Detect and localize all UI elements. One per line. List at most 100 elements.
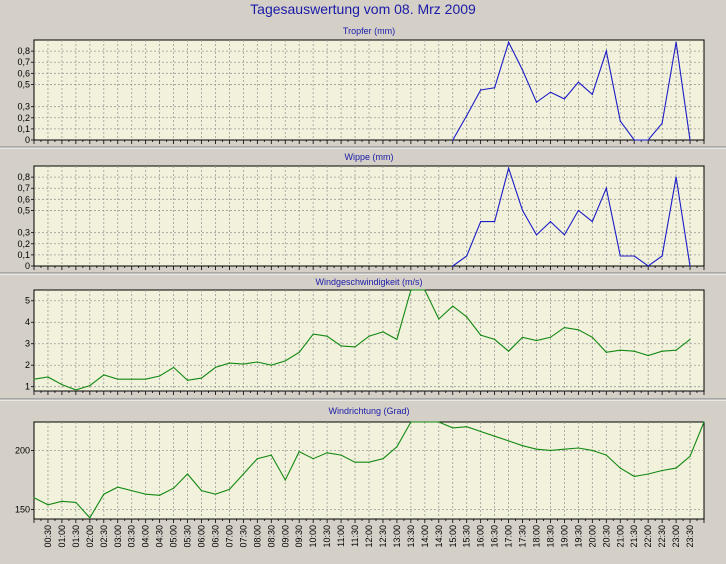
data-point [689, 265, 691, 267]
data-point [689, 139, 691, 141]
y-tick-label: 1 [25, 382, 30, 392]
x-tick-label: 14:00 [420, 525, 430, 548]
x-tick-label: 17:30 [518, 525, 528, 548]
y-tick-label: 0,6 [17, 194, 30, 204]
chart-panel-3: Windgeschwindigkeit (m/s) 1 2 3 4 5 [0, 272, 726, 395]
data-point [326, 452, 328, 454]
data-point [647, 354, 649, 357]
data-point [270, 364, 272, 366]
data-point [591, 336, 593, 338]
data-point [480, 89, 482, 91]
x-tick-label: 12:00 [364, 525, 374, 548]
data-point [647, 139, 649, 141]
data-point [200, 377, 203, 379]
y-tick-label: 0,5 [17, 205, 30, 215]
data-point [507, 41, 510, 43]
x-tick-label: 09:30 [294, 525, 304, 548]
data-point [466, 114, 468, 117]
data-point [675, 176, 677, 178]
x-tick-label: 19:00 [559, 525, 569, 548]
y-tick-label: 0,8 [17, 172, 30, 182]
data-point [75, 389, 77, 391]
x-tick-label: 15:30 [462, 525, 472, 548]
x-tick-label: 09:00 [280, 525, 290, 548]
data-point [172, 366, 175, 368]
y-tick-label: 0,6 [17, 68, 30, 78]
x-tick-label: 10:30 [322, 525, 332, 548]
data-point [535, 234, 538, 236]
y-tick-label: 200 [15, 445, 30, 455]
data-point [675, 41, 677, 43]
x-tick-label: 05:00 [169, 525, 179, 548]
data-point [591, 220, 593, 223]
data-point [633, 475, 635, 478]
data-point [480, 220, 482, 223]
data-point [242, 363, 244, 365]
data-point [521, 336, 524, 338]
data-point [340, 345, 342, 347]
x-tick-label: 10:00 [308, 525, 318, 548]
data-point [312, 333, 314, 335]
chart-panel-1: Tropfer (mm) 00,10,20,3 0,50,60,70,8 [17, 26, 705, 145]
data-point [494, 435, 496, 437]
data-point [47, 504, 49, 506]
data-point [354, 346, 356, 348]
data-point [159, 375, 161, 377]
x-tick-label: 06:00 [197, 525, 207, 548]
x-tick-label: 20:00 [587, 525, 597, 548]
chart-panel-2: Wippe (mm) 00,10,20,3 0,50,60,70,8 [0, 146, 726, 271]
data-point [507, 440, 510, 442]
data-point [689, 455, 691, 457]
data-point [675, 349, 677, 351]
data-point [131, 378, 133, 380]
data-point [591, 449, 593, 451]
data-point [494, 87, 496, 89]
data-point [452, 139, 454, 141]
x-tick-label: 04:00 [141, 525, 151, 548]
x-tick-label: 22:30 [657, 525, 667, 548]
x-tick-label: 02:30 [99, 525, 109, 548]
data-point [424, 289, 426, 291]
x-tick-label: 06:30 [210, 525, 220, 548]
chart-title: Wippe (mm) [345, 152, 394, 162]
data-point [284, 360, 286, 362]
data-point [535, 101, 538, 103]
page-title: Tagesauswertung vom 08. Mrz 2009 [250, 1, 476, 17]
x-tick-label: 07:00 [224, 525, 234, 548]
data-point [410, 289, 412, 291]
x-tick-label: 19:30 [573, 525, 583, 548]
x-tick-label: 05:30 [183, 525, 193, 548]
y-tick-label: 5 [25, 296, 30, 306]
x-tick-label: 01:00 [57, 525, 67, 548]
data-point [172, 487, 175, 489]
chart-title: Tropfer (mm) [343, 26, 395, 36]
data-point [619, 467, 621, 469]
data-point [200, 490, 203, 492]
y-tick-label: 0,7 [17, 57, 30, 67]
x-tick-label: 02:00 [85, 525, 95, 548]
data-point [368, 335, 370, 337]
data-point [89, 517, 91, 519]
data-point [103, 374, 105, 376]
data-point [633, 255, 635, 257]
data-point [145, 493, 147, 495]
x-tick-label: 21:30 [629, 525, 639, 548]
x-tick-label: 18:00 [532, 525, 542, 548]
data-point [549, 336, 552, 338]
data-point [103, 493, 105, 495]
data-point [382, 458, 384, 460]
data-point [466, 255, 468, 257]
x-tick-label: 11:30 [350, 525, 360, 547]
data-point [549, 449, 552, 451]
data-point [131, 490, 133, 492]
charts-area: Tropfer (mm)00,10,20,30,50,60,70,8Wippe … [0, 26, 726, 548]
data-point [145, 378, 147, 380]
data-point [647, 265, 649, 267]
data-point [507, 350, 510, 352]
data-point [563, 234, 566, 236]
data-point [689, 338, 691, 341]
x-tick-label: 13:30 [406, 525, 416, 548]
data-point [619, 349, 621, 351]
chart-panel-4: Windrichtung (Grad) 150 200 [0, 398, 726, 523]
data-point [33, 378, 35, 380]
